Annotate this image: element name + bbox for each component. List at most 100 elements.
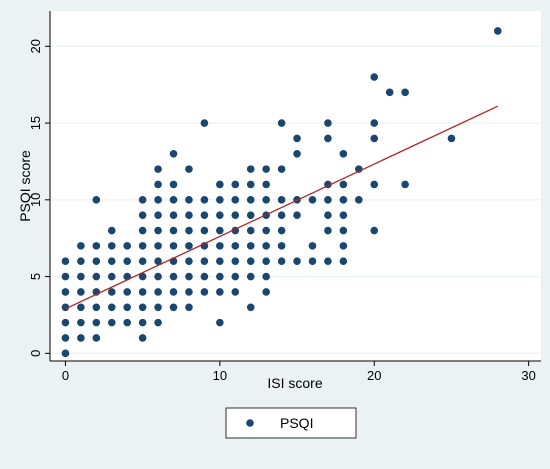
data-point	[138, 196, 147, 204]
data-point	[123, 257, 132, 266]
data-point	[246, 180, 255, 189]
data-point	[154, 272, 162, 281]
data-point	[200, 288, 209, 296]
x-tick-label: 0	[62, 368, 69, 383]
plot-area	[50, 11, 541, 361]
data-point	[231, 211, 240, 219]
data-point	[61, 303, 70, 312]
x-tick-label: 30	[521, 368, 535, 383]
data-point	[185, 242, 193, 250]
data-point	[293, 257, 301, 266]
data-point	[169, 272, 178, 281]
x-tick-label: 10	[213, 368, 227, 383]
data-point	[277, 242, 286, 250]
data-point	[185, 226, 193, 235]
data-point	[216, 257, 224, 266]
data-point	[138, 226, 147, 235]
data-point	[231, 180, 240, 189]
data-point	[246, 196, 255, 204]
data-point	[324, 134, 332, 143]
data-point	[77, 334, 85, 342]
data-point	[216, 180, 224, 189]
data-point	[246, 242, 255, 250]
fit-line	[65, 105, 499, 310]
data-point	[293, 211, 301, 219]
data-point	[277, 211, 286, 219]
data-point	[324, 196, 332, 204]
data-point	[339, 149, 348, 158]
data-point	[61, 318, 70, 327]
data-point	[216, 318, 224, 327]
data-point	[107, 272, 116, 281]
data-point	[154, 196, 162, 204]
data-point	[169, 211, 178, 219]
data-point	[77, 318, 85, 327]
data-point	[185, 288, 193, 296]
x-axis-ticks: 0 10 20 30	[62, 361, 536, 383]
data-point	[277, 226, 286, 235]
data-point	[107, 257, 116, 266]
data-point	[123, 242, 132, 250]
y-axis-ticks: 0 5 10 15 20	[28, 39, 50, 357]
data-point	[107, 226, 116, 235]
data-point	[324, 257, 332, 266]
data-point	[231, 196, 240, 204]
data-point	[246, 226, 255, 235]
data-point	[61, 349, 70, 358]
data-point	[308, 196, 317, 204]
data-point	[92, 196, 101, 204]
data-point	[138, 242, 147, 250]
data-point	[385, 88, 394, 97]
data-point	[231, 288, 240, 296]
data-point	[231, 242, 240, 250]
data-point	[246, 257, 255, 266]
x-tick-label: 20	[367, 368, 381, 383]
data-point	[154, 226, 162, 235]
data-point	[185, 211, 193, 219]
data-point	[107, 288, 116, 296]
data-point	[493, 27, 502, 35]
y-tick-label: 5	[28, 273, 43, 280]
data-point	[123, 303, 132, 312]
data-point	[107, 303, 116, 312]
data-point	[154, 165, 162, 173]
data-point	[107, 242, 116, 250]
data-point	[92, 257, 101, 266]
data-point	[123, 288, 132, 296]
data-point	[138, 334, 147, 342]
y-tick-label: 20	[28, 39, 43, 53]
data-point	[154, 257, 162, 266]
data-point	[447, 134, 456, 143]
data-point	[154, 242, 162, 250]
data-point	[169, 196, 178, 204]
data-point	[262, 288, 270, 296]
data-point	[200, 226, 209, 235]
data-point	[185, 303, 193, 312]
data-point	[216, 242, 224, 250]
data-point	[154, 211, 162, 219]
data-point	[262, 196, 270, 204]
legend: PSQI	[225, 407, 357, 439]
data-point	[231, 272, 240, 281]
data-point	[231, 257, 240, 266]
data-point	[92, 334, 101, 342]
data-point	[308, 257, 317, 266]
y-tick-label: 10	[28, 193, 43, 207]
data-point	[169, 303, 178, 312]
data-point	[339, 196, 348, 204]
data-point	[185, 257, 193, 266]
data-point	[61, 257, 70, 266]
data-point	[216, 272, 224, 281]
legend-box	[225, 407, 357, 439]
data-point	[262, 165, 270, 173]
data-point	[138, 272, 147, 281]
data-point	[77, 242, 85, 250]
data-point	[401, 180, 409, 189]
data-point	[61, 288, 70, 296]
data-point	[246, 272, 255, 281]
data-point	[77, 303, 85, 312]
data-point	[107, 318, 116, 327]
data-point	[77, 288, 85, 296]
data-point	[154, 318, 162, 327]
